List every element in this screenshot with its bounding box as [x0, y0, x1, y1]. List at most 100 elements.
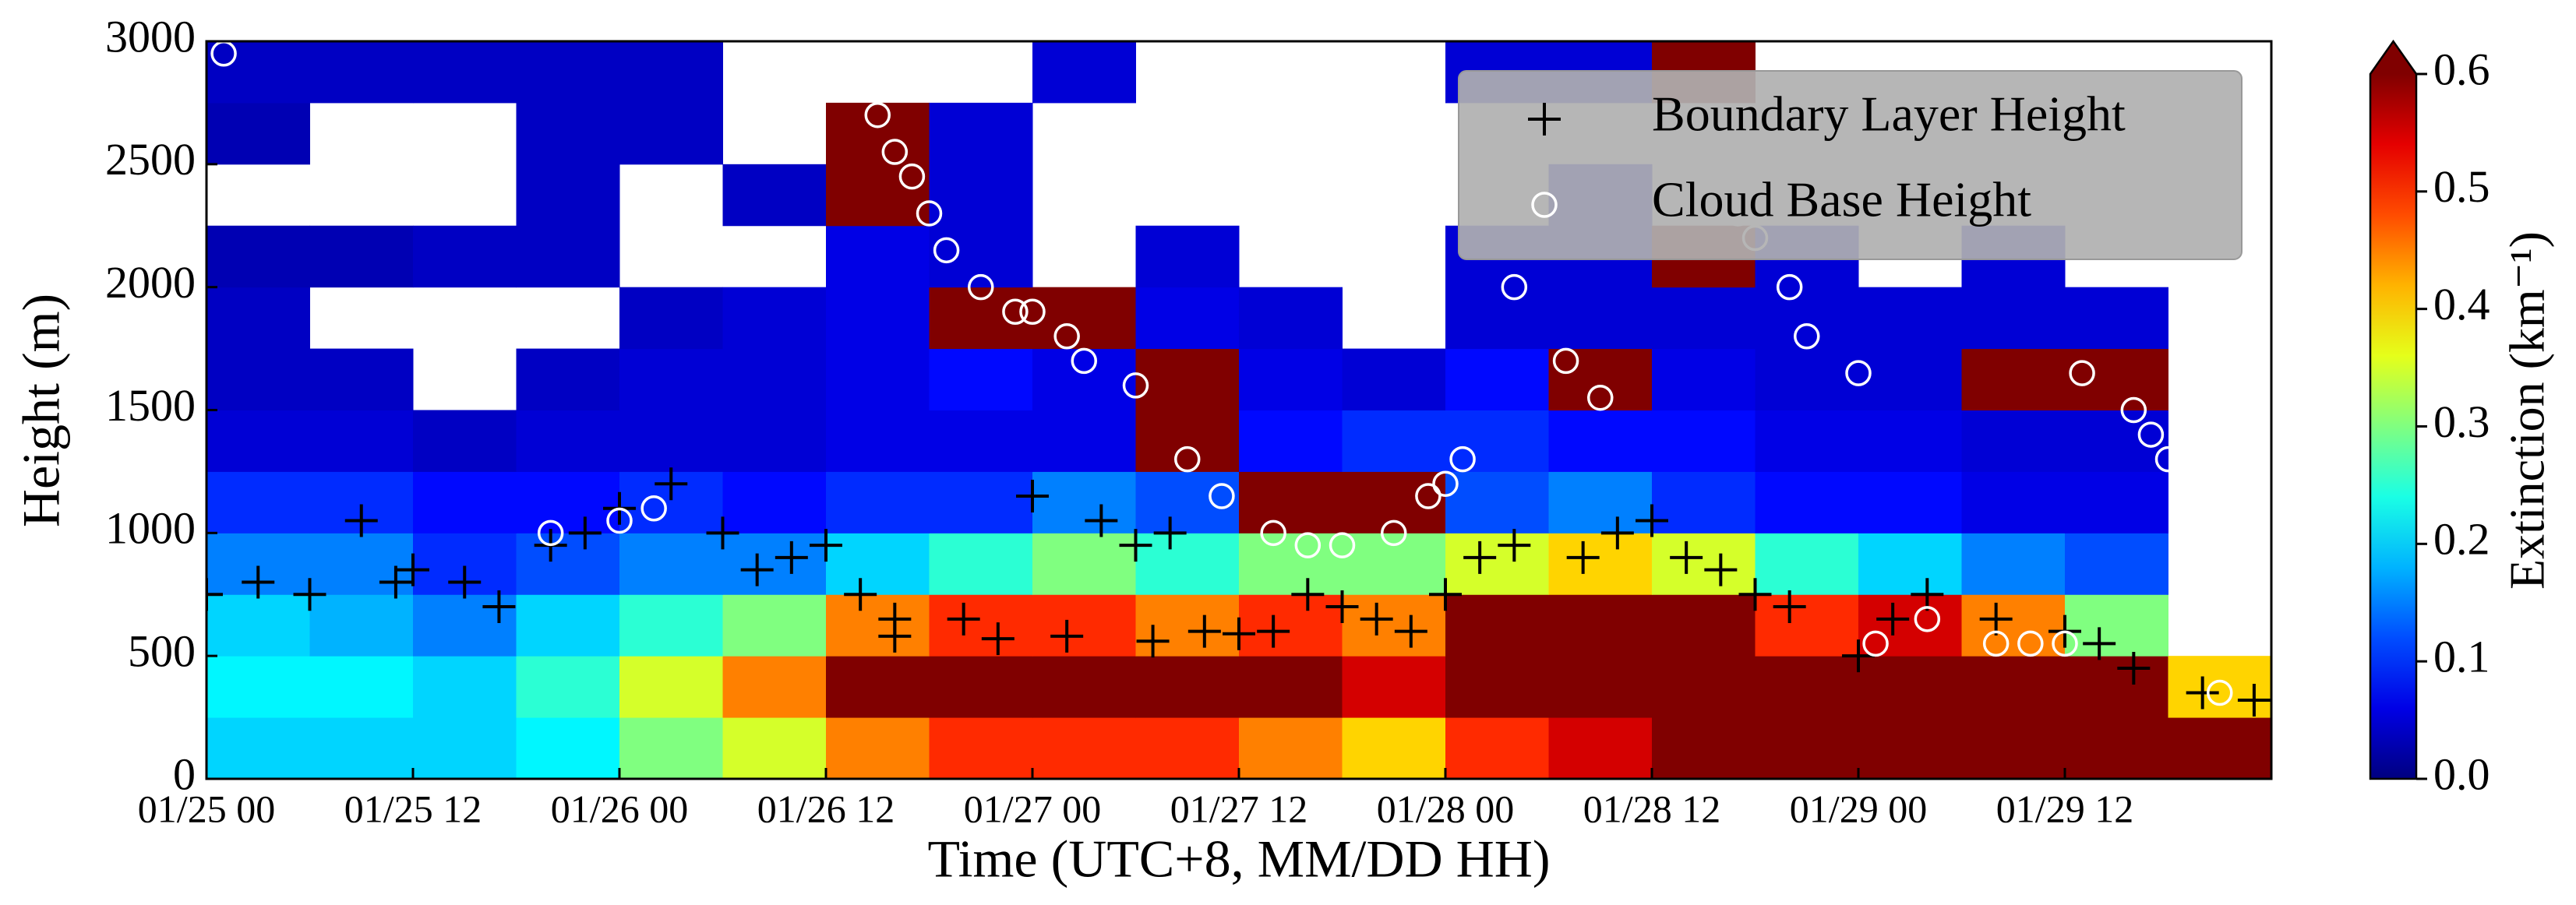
heat-cell	[722, 594, 827, 657]
cbh-marker	[2154, 445, 2182, 473]
heat-cell	[1548, 717, 1653, 779]
heat-cell	[2065, 594, 2168, 657]
blh-marker	[242, 565, 275, 599]
heat-cell	[1548, 594, 1653, 657]
y-axis-label: Height (m)	[12, 294, 71, 527]
heat-cell	[206, 594, 310, 657]
heat-cell	[1961, 656, 2066, 718]
heat-cell	[1342, 348, 1446, 410]
blh-marker	[482, 590, 516, 624]
heat-cell	[206, 656, 310, 718]
heat-cell	[722, 287, 827, 350]
x-tick-label: 01/27 12	[1170, 787, 1307, 830]
heat-cell	[1548, 471, 1653, 533]
heat-cell	[722, 410, 827, 472]
blh-marker	[1136, 625, 1170, 658]
colorbar-tick-label: 0.0	[2433, 748, 2490, 799]
heatmap	[206, 41, 2271, 779]
legend: Boundary Layer Height Cloud Base Height	[1458, 70, 2243, 260]
blh-marker	[1738, 578, 1772, 611]
heat-cell	[619, 41, 723, 104]
heat-cell	[1548, 656, 1653, 718]
blh-marker	[1016, 479, 1049, 512]
blh-marker	[1187, 614, 1221, 648]
legend-label: Cloud Base Height	[1652, 172, 2031, 227]
heat-cell	[1755, 656, 1859, 718]
heat-cell	[2065, 533, 2168, 595]
heat-cell	[206, 287, 310, 350]
blh-marker	[568, 516, 602, 550]
heat-cell	[309, 656, 414, 718]
heat-cell	[1961, 717, 2066, 779]
blh-marker	[981, 622, 1015, 656]
cbh-marker	[881, 139, 909, 165]
cbh-marker	[916, 200, 943, 227]
cbh-marker	[898, 163, 926, 190]
heat-cell	[516, 164, 620, 227]
heat-cell	[309, 410, 414, 472]
heat-cell	[1652, 410, 1756, 472]
blh-marker	[1911, 578, 1944, 611]
heat-cell	[1755, 717, 1859, 779]
blh-marker	[1600, 516, 1634, 550]
y-tick-label: 2000	[105, 257, 196, 308]
heat-cell	[722, 717, 827, 779]
heat-cell	[722, 471, 827, 533]
heat-cell	[1032, 656, 1136, 718]
y-tick-label: 2500	[105, 134, 196, 185]
heat-cell	[1135, 533, 1240, 595]
heat-cell	[516, 225, 620, 288]
cbh-marker	[1053, 323, 1080, 350]
blh-marker	[1670, 541, 1703, 574]
cbh-marker	[2207, 679, 2233, 706]
heat-cell	[516, 717, 620, 779]
heat-cell	[206, 348, 310, 410]
heat-cell	[2065, 471, 2168, 533]
heat-cell	[206, 102, 310, 165]
heat-cell	[1652, 594, 1756, 657]
y-tick-label: 1000	[105, 503, 196, 554]
heat-cell	[1445, 717, 1549, 779]
heat-cell	[1032, 471, 1136, 533]
blh-marker	[1463, 541, 1497, 574]
cbh-marker	[1501, 273, 1528, 301]
heat-cell	[1135, 594, 1240, 657]
heat-cell	[206, 410, 310, 472]
blh-marker	[1085, 504, 1118, 537]
heat-cell	[1652, 656, 1756, 718]
blh-marker	[379, 565, 412, 599]
heat-cell	[619, 287, 723, 350]
heat-cell	[516, 410, 620, 472]
cbh-marker	[606, 507, 633, 534]
cbh-marker	[1381, 519, 1407, 547]
heat-cell	[2065, 287, 2168, 350]
heat-cell	[1858, 594, 1962, 657]
x-tick-label: 01/26 12	[757, 787, 895, 830]
heat-cell	[413, 717, 517, 779]
blh-marker	[1119, 529, 1152, 562]
x-axis-label: Time (UTC+8, MM/DD HH)	[928, 829, 1551, 889]
heat-cell	[722, 533, 827, 595]
heat-cell	[413, 41, 517, 104]
blh-marker	[2083, 627, 2116, 660]
x-tick-label: 01/25 12	[344, 787, 482, 830]
heat-cell	[1239, 717, 1343, 779]
heat-cell	[826, 717, 930, 779]
heat-cell	[309, 348, 414, 410]
heat-cell	[1858, 287, 1962, 350]
heat-cell	[1135, 225, 1240, 288]
blh-marker	[1394, 614, 1427, 648]
heat-cell	[826, 533, 930, 595]
blh-marker	[1566, 541, 1600, 574]
heat-cell	[2065, 656, 2168, 718]
heat-cell	[2065, 348, 2168, 410]
heat-cell	[1755, 533, 1859, 595]
heat-cell	[309, 594, 414, 657]
legend-box	[1458, 70, 2243, 260]
heat-cell	[619, 410, 723, 472]
blh-marker	[448, 565, 482, 599]
cbh-marker	[1122, 372, 1149, 399]
heat-cell	[1032, 594, 1136, 657]
blh-marker	[1291, 578, 1325, 611]
blh-marker	[2237, 683, 2271, 717]
